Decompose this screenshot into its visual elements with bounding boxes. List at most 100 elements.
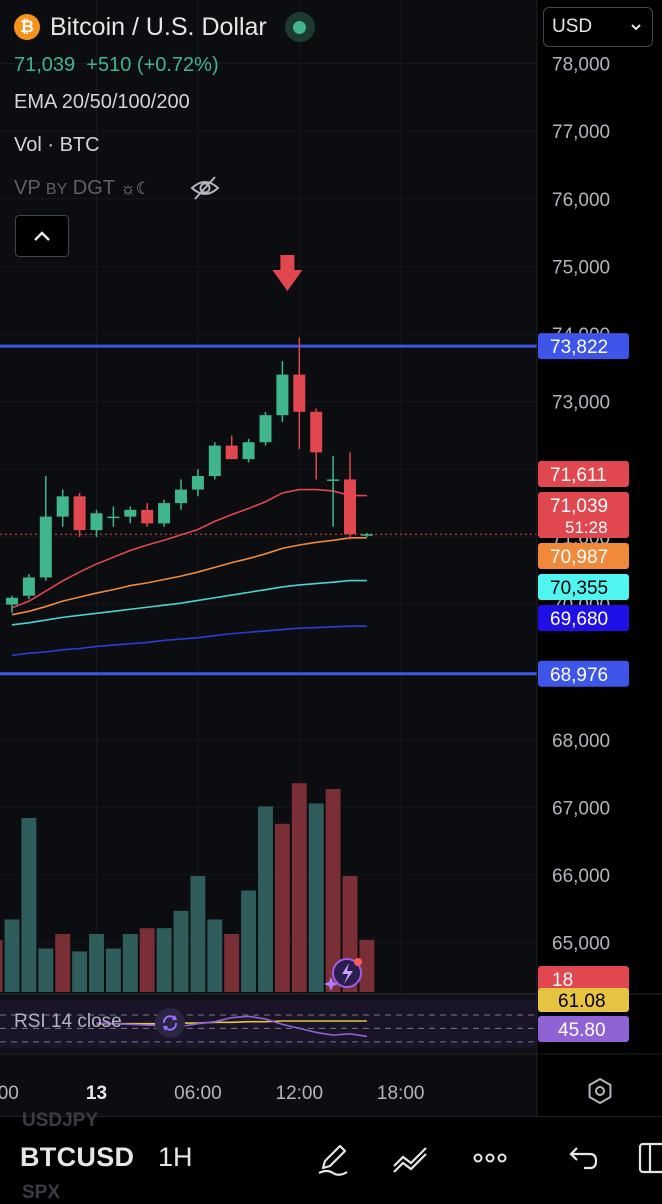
chart-header-title[interactable]: ₿ Bitcoin / U.S. Dollar [14, 12, 315, 42]
volume-bar [156, 928, 172, 992]
volume-bar [55, 934, 71, 992]
rsi-line [96, 1015, 368, 1038]
rsi-tag [538, 1016, 629, 1042]
price-axis-label: 65,000 [552, 934, 610, 955]
price-tag [538, 461, 629, 487]
level-tag-value: 68,976 [550, 665, 608, 686]
volume-bar [190, 876, 206, 992]
level-tag [538, 660, 629, 687]
chevron-up-icon [34, 231, 50, 241]
time-axis-label: 18:00 [0, 1083, 19, 1104]
rsi-ma-line [96, 1020, 367, 1025]
price-axis-label: 75,000 [552, 257, 610, 278]
time-axis-label: 12:00 [276, 1083, 324, 1104]
level-tag [538, 333, 629, 360]
refresh-icon[interactable] [155, 1008, 185, 1038]
price-chart[interactable]: 65,00066,00067,00068,00069,00070,00071,0… [0, 0, 662, 1116]
candle-body [225, 445, 238, 460]
rsi-ma-tag-value: 61.08 [558, 991, 606, 1012]
volume-bar [72, 951, 88, 992]
more-icon[interactable] [470, 1138, 510, 1178]
volume-bar [0, 939, 3, 992]
ema-line [11, 579, 367, 626]
currency-select[interactable]: USD [543, 7, 653, 47]
level-tag-value: 73,822 [550, 337, 608, 358]
price-axis-label: 73,000 [552, 393, 610, 414]
rsi-ma-tag [538, 988, 629, 1012]
price-tag [538, 574, 629, 600]
price-axis-label: 66,000 [552, 866, 610, 887]
candle-body [276, 374, 289, 416]
candle-body [39, 516, 52, 578]
symbol-button[interactable]: BTCUSD [20, 1142, 135, 1172]
price-change-line: 71,039 +510 (+0.72%) [14, 54, 219, 77]
price-change: +510 (+0.72%) [86, 54, 219, 76]
collapse-legend-button[interactable] [15, 215, 69, 257]
candle-body [22, 577, 35, 596]
pair-title: Bitcoin / U.S. Dollar [50, 12, 267, 41]
ema-line [11, 536, 367, 616]
candle-body [327, 479, 340, 481]
symbol-carousel-prev[interactable]: USDJPY [22, 1110, 99, 1131]
sync-icon [162, 1015, 178, 1031]
volume-bar [224, 934, 240, 992]
volume-bar [258, 806, 273, 992]
rsi-label[interactable]: RSI 14 close [14, 1011, 122, 1032]
volume-bar [139, 928, 155, 992]
undo-icon[interactable] [562, 1138, 602, 1178]
eye-off-icon[interactable] [190, 175, 220, 201]
ai-assistant-icon[interactable] [322, 955, 368, 993]
candle-body [175, 489, 187, 504]
volume-bar [105, 948, 121, 992]
candle-body [242, 442, 255, 460]
indicator-volume[interactable]: Vol · BTC [14, 134, 100, 156]
vp-source: DGT [72, 177, 115, 199]
currency-value: USD [552, 16, 593, 37]
volume-bar [359, 939, 375, 992]
bitcoin-logo-icon: ₿ [14, 14, 40, 40]
price-axis-label: 78,000 [552, 55, 610, 76]
indicator-volume-profile[interactable]: VP BY DGT ☼☾ [14, 177, 151, 200]
candle-body [158, 503, 171, 524]
indicator-ema[interactable]: EMA 20/50/100/200 [14, 91, 190, 113]
timeframe-button[interactable]: 1H [158, 1142, 193, 1172]
price-tag-value: 69,680 [550, 609, 608, 630]
candle-body [124, 509, 137, 517]
price-tag [538, 492, 629, 538]
volume-bar [291, 783, 307, 992]
candle-body [141, 509, 154, 524]
volume-bar [122, 934, 138, 992]
pencil-icon[interactable] [313, 1138, 353, 1178]
candle-body [344, 479, 356, 535]
volume-tag [538, 966, 629, 992]
volume-bar [241, 890, 257, 992]
volume-bar [21, 818, 37, 992]
chevron-down-icon [631, 24, 641, 31]
symbol-carousel-next[interactable]: SPX [22, 1182, 61, 1203]
countdown-label: 51:28 [565, 518, 608, 537]
price-tag [538, 605, 629, 631]
time-axis-label: 18:00 [377, 1083, 425, 1104]
ema-line [11, 488, 367, 609]
volume-bar [308, 803, 324, 992]
lines-icon[interactable] [390, 1138, 430, 1178]
vp-label: VP [14, 177, 41, 199]
panel-icon[interactable] [636, 1138, 662, 1178]
candle-body [293, 374, 306, 412]
settings-icon[interactable] [585, 1076, 615, 1106]
time-axis-label: 13 [86, 1083, 107, 1104]
price-axis-label: 76,000 [552, 190, 610, 211]
candle-body [6, 597, 18, 605]
volume-bar [89, 934, 104, 992]
price-axis-label: 68,000 [552, 731, 610, 752]
market-open-icon [284, 12, 315, 42]
candle-body [56, 496, 69, 517]
volume-bar [207, 919, 223, 992]
vp-by: BY [45, 181, 68, 198]
volume-bar [173, 910, 189, 992]
candle-body [73, 496, 86, 531]
candle-body [259, 415, 272, 443]
bottom-toolbar [0, 1116, 662, 1201]
price-axis-label: 67,000 [552, 798, 610, 819]
price-tag-value: 70,987 [550, 547, 608, 568]
